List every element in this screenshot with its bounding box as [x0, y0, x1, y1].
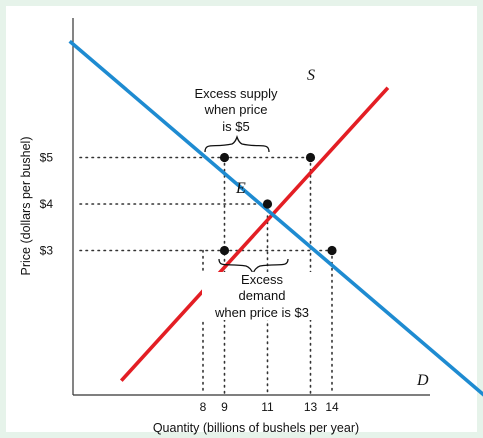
- excess-demand-label: demand: [239, 288, 286, 303]
- plot-panel: [6, 6, 477, 432]
- equilibrium-label: E: [235, 180, 246, 197]
- x-axis-label: Quantity (billions of bushels per year): [153, 421, 359, 435]
- y-tick-label: $3: [40, 244, 54, 258]
- data-point: [219, 245, 230, 256]
- supply-curve: [119, 86, 390, 382]
- x-tick-label: 9: [221, 400, 228, 414]
- excess-supply-label: Excess supply: [194, 86, 278, 101]
- x-tick-label: 14: [325, 400, 339, 414]
- excess-supply-brace: [204, 134, 270, 153]
- excess-demand-label-bg: [202, 272, 320, 320]
- excess-demand-label: when price is $3: [214, 305, 309, 320]
- data-point: [305, 152, 316, 163]
- demand-curve-label: D: [416, 372, 429, 389]
- excess-demand-label: Excess: [241, 272, 283, 287]
- data-point: [262, 199, 273, 209]
- demand-curve: [68, 39, 483, 397]
- y-tick-label: $5: [40, 151, 54, 165]
- x-tick-label: 13: [304, 400, 318, 414]
- excess-supply-label: when price: [204, 102, 268, 117]
- x-tick-label: 11: [261, 400, 274, 414]
- x-tick-label: 8: [200, 400, 207, 414]
- data-point: [219, 152, 230, 163]
- data-point: [327, 245, 337, 256]
- y-tick-label: $4: [40, 197, 54, 211]
- excess-supply-label: is $5: [222, 119, 249, 134]
- supply-curve-label: S: [307, 67, 315, 84]
- y-axis-label: Price (dollars per bushel): [19, 137, 33, 276]
